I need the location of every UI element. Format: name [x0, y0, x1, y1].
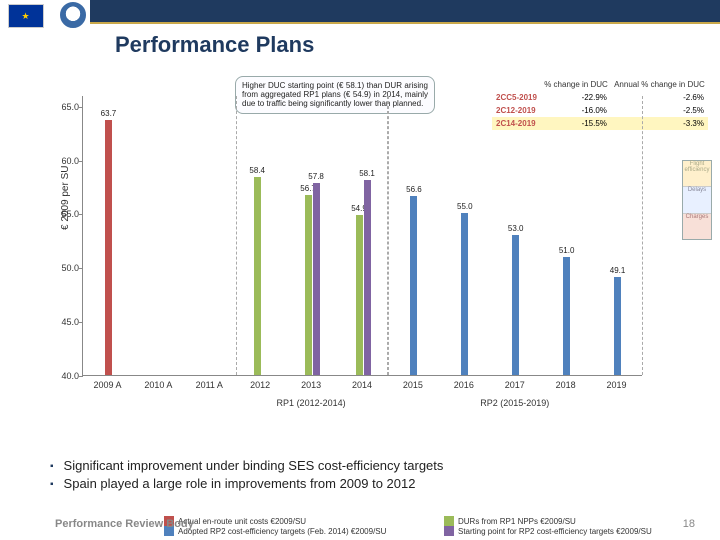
page-number: 18 [683, 518, 695, 530]
x-tick-label: 2011 A [196, 380, 223, 390]
bar [313, 183, 320, 375]
y-tick-label: 40.0 [49, 371, 79, 381]
kpi-badge: Flight efficiency Delays Charges [682, 160, 712, 240]
bullet-item: Significant improvement under binding SE… [50, 458, 443, 473]
bar [105, 120, 112, 375]
bar-value-label: 63.7 [101, 109, 117, 118]
period-label: RP2 (2015-2019) [480, 398, 549, 408]
eurocontrol-logo-icon [60, 2, 86, 28]
header-stripe [90, 0, 720, 24]
bar-value-label: 51.0 [559, 246, 575, 255]
y-tick-label: 65.0 [49, 102, 79, 112]
legend-swatch-icon [444, 516, 454, 526]
x-tick-label: 2014 [352, 380, 372, 390]
bar-value-label: 55.0 [457, 202, 473, 211]
bar-value-label: 56.6 [406, 185, 422, 194]
slide: ★ Performance Plans Higher DUC starting … [0, 0, 720, 540]
legend-item: Starting point for RP2 cost-efficiency t… [444, 526, 710, 536]
kpi-charges: Charges [683, 214, 711, 239]
bar [410, 196, 417, 375]
legend-item: DURs from RP1 NPPs €2009/SU [444, 516, 710, 526]
y-tick-label: 55.0 [49, 209, 79, 219]
kpi-delays: Delays [683, 187, 711, 213]
x-tick-label: 2015 [403, 380, 423, 390]
bar-value-label: 53.0 [508, 224, 524, 233]
y-tick-label: 60.0 [49, 156, 79, 166]
bar-value-label: 57.8 [308, 172, 324, 181]
legend-item: Actual en-route unit costs €2009/SU [164, 516, 430, 526]
bar-value-label: 49.1 [610, 266, 626, 275]
kpi-flight-eff: Flight efficiency [683, 161, 711, 187]
x-tick-label: 2009 A [93, 380, 121, 390]
topbar: ★ [0, 0, 720, 28]
x-tick-label: 2010 A [144, 380, 172, 390]
y-tick-label: 45.0 [49, 317, 79, 327]
bar [305, 195, 312, 375]
chart: 40.045.050.055.060.065.063.758.456.754.9… [82, 96, 642, 416]
x-tick-label: 2016 [454, 380, 474, 390]
x-tick-label: 2013 [301, 380, 321, 390]
legend: Actual en-route unit costs €2009/SU DURs … [164, 516, 720, 536]
y-axis-label: € 2009 per SU [60, 166, 71, 231]
bullet-item: Spain played a large role in improvement… [50, 476, 443, 491]
period-label: RP1 (2012-2014) [277, 398, 346, 408]
footer-author: Performance Review Body [55, 518, 194, 530]
bar-value-label: 58.1 [359, 169, 375, 178]
x-tick-label: 2018 [556, 380, 576, 390]
page-title: Performance Plans [115, 32, 314, 58]
legend-swatch-icon [444, 526, 454, 536]
bar [512, 235, 519, 375]
bar [364, 180, 371, 375]
table-header [492, 78, 541, 91]
plot-area: 40.045.050.055.060.065.063.758.456.754.9… [82, 96, 642, 376]
bar [614, 277, 621, 375]
y-tick-label: 50.0 [49, 263, 79, 273]
bar [254, 177, 261, 375]
table-header: % change in DUC [541, 78, 611, 91]
bar [563, 257, 570, 375]
bar [356, 215, 363, 375]
bar [461, 213, 468, 375]
eu-flag-icon: ★ [8, 4, 44, 28]
table-header: Annual % change in DUC [611, 78, 708, 91]
bar-value-label: 58.4 [249, 166, 265, 175]
x-tick-label: 2017 [505, 380, 525, 390]
x-tick-label: 2012 [250, 380, 270, 390]
legend-item: Adopted RP2 cost-efficiency targets (Feb… [164, 526, 430, 536]
x-tick-label: 2019 [607, 380, 627, 390]
bullet-list: Significant improvement under binding SE… [50, 458, 443, 494]
